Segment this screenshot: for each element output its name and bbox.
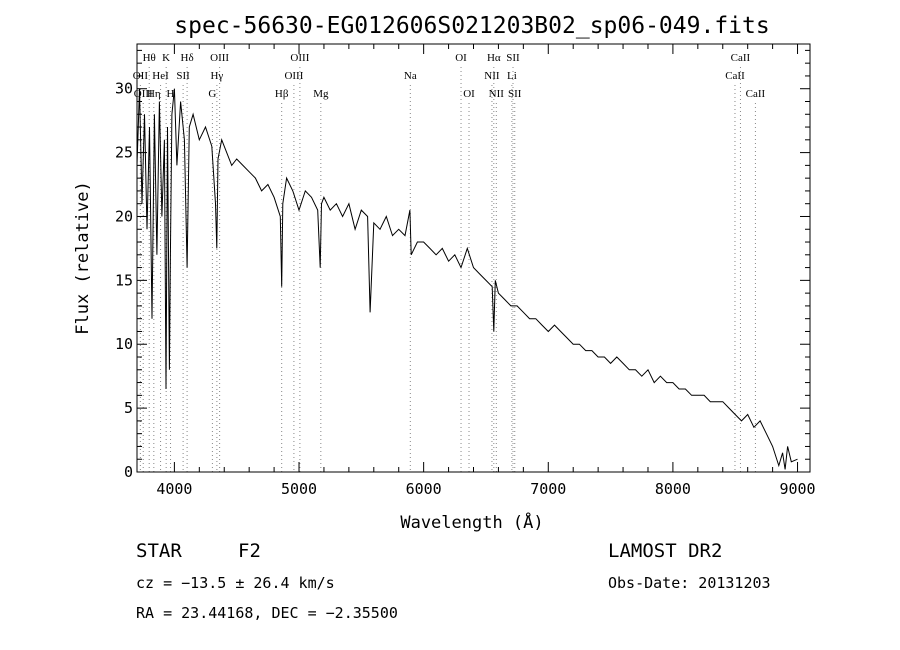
x-tick-label: 6000 — [406, 480, 442, 498]
y-tick-label: 15 — [115, 271, 133, 289]
x-tick-label: 5000 — [281, 480, 317, 498]
y-tick-label: 0 — [124, 463, 133, 481]
axis-ticks: 4000 5000 6000 7000 8000 9000 0 5 10 15 20 25 30 — [115, 44, 816, 498]
line-label: Mg — [313, 88, 329, 100]
line-label: Hβ — [275, 88, 289, 100]
line-label: Hδ — [181, 52, 194, 64]
line-label: NII — [489, 88, 505, 100]
x-tick-label: 4000 — [156, 480, 192, 498]
radial-velocity: cz = −13.5 ± 26.4 km/s — [136, 574, 335, 592]
line-label: CaII — [731, 52, 751, 64]
line-label: SII — [508, 88, 522, 100]
object-class: STAR — [136, 540, 182, 562]
line-label: G — [208, 88, 216, 100]
x-tick-label: 7000 — [530, 480, 566, 498]
line-label: K — [162, 52, 170, 64]
observation-date: Obs-Date: 20131203 — [608, 574, 771, 592]
line-label: OI — [463, 88, 475, 100]
spectrum-series-line — [136, 88, 798, 470]
x-tick-label: 8000 — [655, 480, 691, 498]
sky-coordinates: RA = 23.44168, DEC = −2.35500 — [136, 604, 398, 622]
line-label: NII — [484, 70, 500, 82]
object-subclass: F2 — [238, 540, 261, 562]
x-axis-label: Wavelength (Å) — [400, 511, 543, 533]
plot-frame — [136, 43, 811, 473]
line-label: OI — [455, 52, 467, 64]
line-label: OIII — [134, 88, 153, 100]
line-label: Hα — [487, 52, 501, 64]
line-label: OIII — [290, 52, 309, 64]
y-tick-label: 30 — [115, 80, 133, 98]
line-label: OIII — [284, 70, 303, 82]
y-tick-label: 20 — [115, 207, 133, 225]
survey-release: LAMOST DR2 — [608, 540, 723, 562]
chart-title: spec-56630-EG012606S021203B02_sp06-049.f… — [174, 13, 769, 39]
line-label: HeI — [152, 70, 169, 82]
y-axis-label: Flux (relative) — [73, 181, 93, 335]
line-label: CaII — [725, 70, 745, 82]
y-tick-label: 5 — [124, 399, 133, 417]
line-label: OIII — [210, 52, 229, 64]
line-label: Hη — [147, 88, 161, 100]
line-label: SII — [176, 70, 190, 82]
x-tick-label: 9000 — [779, 480, 815, 498]
line-label: H — [167, 88, 175, 100]
line-label: Hγ — [210, 70, 223, 82]
line-label: SII — [506, 52, 520, 64]
y-tick-label: 10 — [115, 335, 133, 353]
line-label: CaII — [746, 88, 766, 100]
line-label: Hθ — [143, 52, 156, 64]
line-label: Na — [404, 70, 417, 82]
y-tick-label: 25 — [115, 144, 133, 162]
line-label: Li — [507, 70, 517, 82]
